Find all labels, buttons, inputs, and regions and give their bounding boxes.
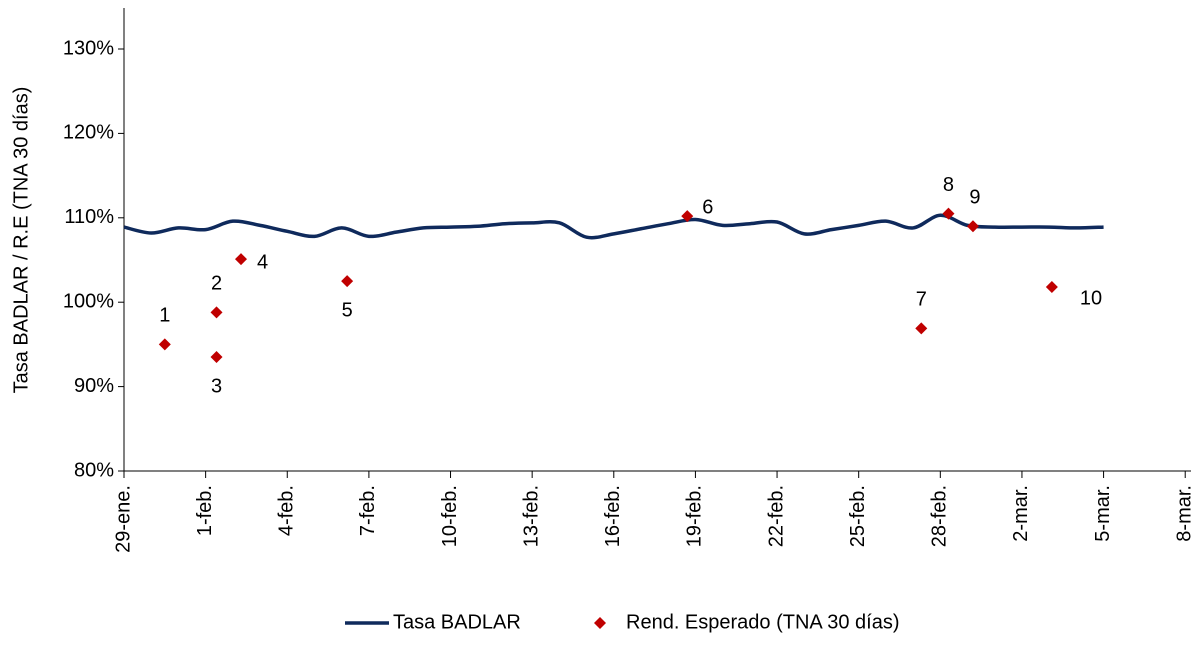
y-tick-label: 120%: [63, 122, 114, 144]
legend-label: Tasa BADLAR: [393, 611, 521, 633]
point-label: 2: [211, 273, 222, 295]
x-tick-label: 2-mar.: [1010, 485, 1032, 542]
scatter-point: [341, 275, 354, 288]
x-tick-label: 1-feb.: [194, 485, 216, 536]
scatter-point: [681, 210, 694, 223]
y-tick-label: 110%: [64, 206, 114, 228]
x-tick-label: 8-mar.: [1173, 485, 1191, 542]
x-tick-label: 13-feb.: [520, 485, 542, 547]
x-tick-label: 7-feb.: [357, 485, 379, 536]
x-tick-label: 4-feb.: [276, 485, 298, 536]
x-tick-label: 16-feb.: [602, 485, 624, 547]
legend-swatch: [594, 617, 606, 629]
point-label: 7: [916, 289, 927, 311]
y-axis-label: Tasa BADLAR / R.E (TNA 30 días): [10, 87, 32, 394]
point-label: 1: [159, 305, 170, 327]
y-tick-label: 100%: [63, 290, 114, 312]
point-label: 4: [257, 251, 268, 273]
scatter-point: [158, 338, 171, 351]
scatter-point: [235, 253, 248, 266]
x-tick-label: 25-feb.: [847, 485, 869, 547]
x-tick-label: 5-mar.: [1092, 485, 1114, 542]
point-label: 3: [211, 375, 222, 397]
scatter-point: [210, 306, 223, 319]
point-label: 8: [943, 174, 954, 196]
scatter-point: [942, 207, 955, 220]
x-tick-label: 22-feb.: [765, 485, 787, 547]
scatter-point: [915, 322, 928, 335]
x-tick-label: 29-ene.: [112, 485, 134, 553]
y-tick-label: 80%: [74, 459, 114, 481]
legend-label: Rend. Esperado (TNA 30 días): [626, 611, 899, 633]
point-label: 5: [342, 299, 353, 321]
scatter-point: [210, 351, 223, 364]
y-tick-label: 130%: [63, 37, 114, 59]
y-tick-label: 90%: [74, 375, 114, 397]
scatter-point: [1045, 281, 1058, 294]
point-label: 6: [702, 196, 713, 218]
scatter-point: [966, 220, 979, 233]
x-tick-label: 10-feb.: [439, 485, 461, 547]
x-tick-label: 19-feb.: [684, 485, 706, 547]
line-series: [123, 213, 1104, 240]
point-label: 10: [1080, 287, 1102, 309]
point-label: 9: [969, 187, 980, 209]
x-tick-label: 28-feb.: [929, 485, 951, 547]
